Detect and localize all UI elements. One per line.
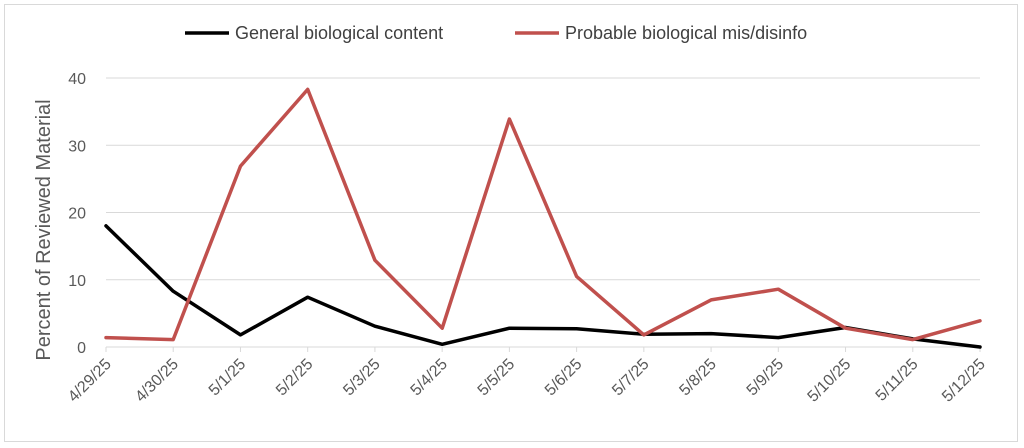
x-tick-label: 5/9/25 (744, 356, 788, 400)
x-tick-label: 5/11/25 (873, 356, 922, 405)
series-layer (104, 87, 982, 349)
x-tick-label: 5/5/25 (475, 356, 519, 400)
x-tick-label: 5/3/25 (340, 356, 384, 400)
legend-label-0: General biological content (235, 23, 443, 43)
y-tick-label: 20 (68, 206, 86, 223)
x-tick-label: 5/7/25 (609, 356, 653, 400)
y-tick-label: 0 (77, 340, 86, 357)
x-axis-ticks: 4/29/25 4/30/25 5/1/25 5/2/25 5/3/25 5/4/25 5/… (65, 347, 989, 406)
x-tick-label: 5/4/25 (408, 356, 452, 400)
x-tick-label: 4/30/25 (132, 356, 182, 406)
y-tick-label: 30 (68, 138, 86, 155)
x-tick-label: 4/29/25 (65, 356, 115, 406)
x-tick-label: 5/8/25 (676, 356, 720, 400)
x-tick-label: 5/6/25 (542, 356, 586, 400)
x-tick-label: 5/2/25 (273, 356, 317, 400)
series-line-0 (104, 224, 982, 349)
legend: General biological content Probable biolo… (185, 23, 807, 43)
y-axis-title: Percent of Reviewed Material (33, 99, 55, 360)
y-axis-ticks: 0 10 20 30 40 (68, 71, 86, 357)
y-tick-label: 40 (68, 71, 86, 88)
x-tick-label: 5/1/25 (206, 356, 250, 400)
legend-label-1: Probable biological mis/disinfo (565, 23, 807, 43)
series-line-1 (104, 87, 982, 342)
y-tick-label: 10 (68, 273, 86, 290)
gridlines (106, 77, 980, 281)
x-tick-label: 5/12/25 (939, 356, 989, 406)
chart-frame (4, 4, 1018, 442)
x-tick-label: 5/10/25 (805, 356, 855, 406)
